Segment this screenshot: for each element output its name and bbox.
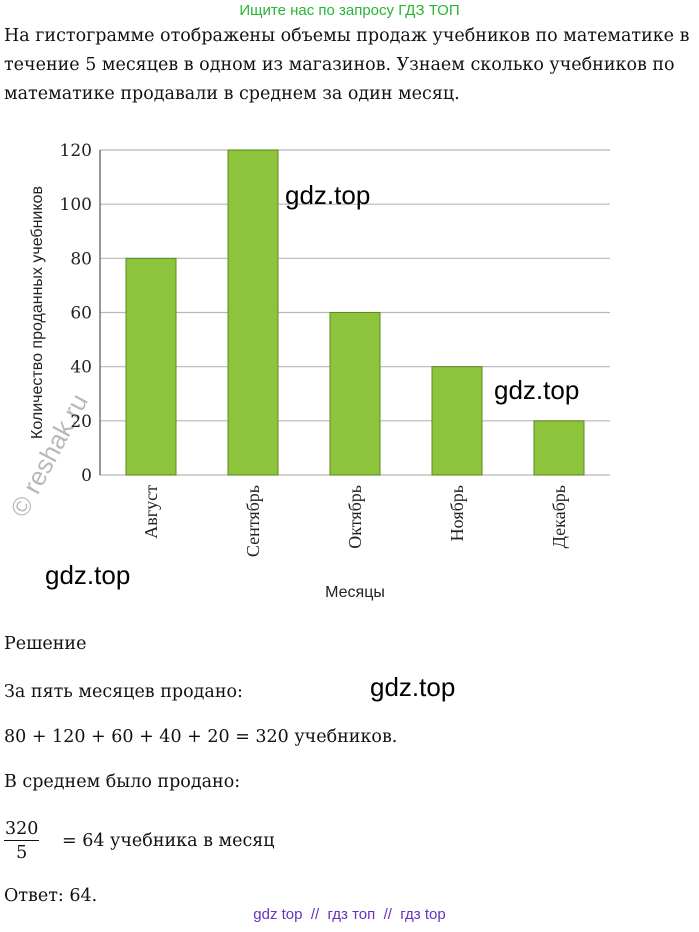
solution-line-3: В среднем было продано: (4, 772, 241, 792)
x-category-label: Октябрь (345, 485, 365, 549)
bars (125, 149, 585, 476)
x-category-label: Август (141, 485, 161, 539)
bar-1 (125, 257, 177, 476)
bar-2 (227, 149, 279, 476)
bar-3 (329, 312, 381, 476)
x-category-label: Сентябрь (243, 485, 263, 557)
watermark-1: gdz.top (285, 180, 371, 210)
solution-line-1: За пять месяцев продано: (4, 682, 243, 702)
watermark-4: gdz.top (370, 672, 456, 702)
y-tick-labels: 0 20 40 60 80 100 120 (60, 141, 92, 486)
watermark-3: gdz.top (45, 560, 131, 590)
solution-line-2: 80 + 120 + 60 + 40 + 20 = 320 учебников. (4, 727, 398, 747)
y-tick-label: 60 (70, 304, 92, 324)
y-tick-label: 20 (70, 412, 92, 432)
watermark-2: gdz.top (494, 375, 580, 405)
y-axis-title: Количество проданных учебников (29, 186, 46, 439)
fraction-denominator: 5 (16, 843, 28, 863)
bar-4 (431, 366, 483, 476)
x-axis-title: Месяцы (325, 584, 385, 601)
y-tick-label: 120 (60, 141, 92, 161)
x-category-label: Ноябрь (447, 485, 467, 541)
bar-chart: 0 20 40 60 80 100 120 Август Сентябрь Октябрь Ноя… (29, 141, 610, 601)
answer: Ответ: 64. (4, 886, 98, 906)
fraction-result: = 64 учебника в месяц (62, 831, 275, 851)
top-banner[interactable]: Ищите нас по запросу ГДЗ ТОП (239, 2, 460, 19)
fraction: 320 5 (4, 818, 40, 865)
y-tick-label: 40 (70, 358, 92, 378)
category-labels: Август Сентябрь Октябрь Ноябрь Декабрь (141, 485, 569, 557)
fraction-numerator: 320 (4, 819, 40, 841)
bar-5 (533, 420, 585, 476)
y-tick-label: 100 (60, 195, 92, 215)
y-tick-label: 0 (81, 466, 92, 486)
problem-statement: На гистограмме отображены объемы продаж … (4, 26, 690, 104)
x-category-label: Декабрь (549, 485, 569, 548)
footer-links[interactable]: gdz top // гдз топ // гдз top (253, 906, 446, 923)
y-tick-label: 80 (70, 249, 92, 269)
solution-heading: Решение (4, 634, 87, 654)
